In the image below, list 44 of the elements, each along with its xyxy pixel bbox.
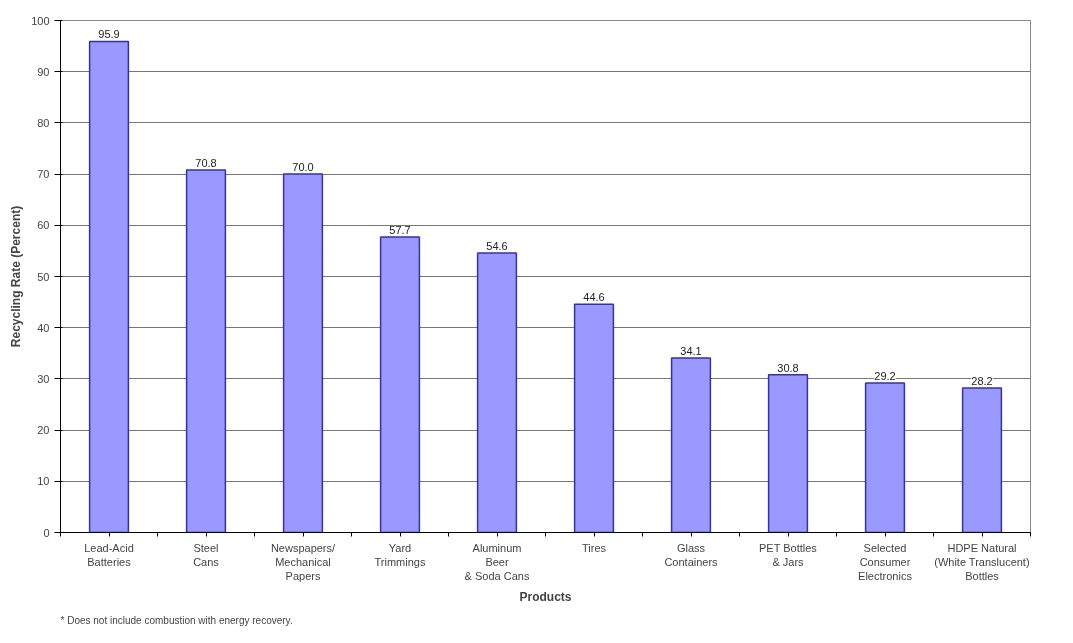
- x-tick-label: Newspapers/ Mechanical Papers: [270, 541, 337, 583]
- x-tick-label: PET Bottles & Jars: [758, 541, 818, 568]
- y-tick-label: 80: [37, 116, 50, 129]
- y-tick-label: 40: [37, 321, 50, 334]
- data-label: 34.1: [680, 344, 702, 357]
- x-tick-label: Steel Cans: [193, 541, 220, 568]
- y-tick-label: 90: [37, 65, 50, 78]
- bar: [185, 169, 227, 533]
- data-label: 95.9: [98, 28, 120, 41]
- data-label: 70.0: [292, 161, 314, 174]
- data-label: 54.6: [486, 239, 508, 252]
- x-tick-label: Lead-Acid Batteries: [84, 541, 134, 568]
- bar: [573, 303, 615, 533]
- data-label: 70.8: [195, 157, 217, 169]
- y-tick-label: 30: [37, 372, 50, 385]
- y-tick-label: 100: [31, 14, 50, 27]
- x-tick-label: Yard Trimmings: [374, 541, 426, 568]
- bar: [670, 357, 712, 533]
- y-tick-label: 70: [37, 168, 50, 181]
- text: * Does not include combustion with energy recovery.: [60, 614, 293, 626]
- data-label: 57.7: [389, 224, 411, 237]
- bar: [476, 252, 518, 533]
- y-tick-label: 50: [37, 270, 50, 283]
- bar: [767, 374, 809, 533]
- x-tick-label: Aluminum Beer & Soda Cans: [464, 541, 530, 583]
- bar: [282, 173, 324, 533]
- data-label: 44.6: [583, 291, 605, 304]
- data-label: 30.8: [777, 361, 799, 374]
- y-axis-title: Recycling Rate (Percent): [9, 205, 24, 348]
- x-axis-title: Products: [519, 590, 572, 605]
- data-label: 28.2: [971, 375, 993, 388]
- x-tick-label: Glass Containers: [664, 541, 719, 568]
- y-tick-label: 0: [43, 526, 50, 539]
- data-label: 29.2: [874, 370, 896, 382]
- bar: [864, 382, 906, 533]
- x-tick-label: HDPE Natural (White Translucent) Bottles: [934, 541, 1030, 583]
- bar: [379, 236, 421, 533]
- bar: [88, 40, 130, 533]
- x-tick-label: Selected Consumer Electronics: [858, 541, 913, 583]
- x-tick-label: Tires: [581, 541, 607, 554]
- y-tick-label: 20: [37, 424, 50, 437]
- y-tick-label: 10: [37, 475, 50, 488]
- bar: [961, 387, 1003, 533]
- y-tick-label: 60: [37, 219, 50, 232]
